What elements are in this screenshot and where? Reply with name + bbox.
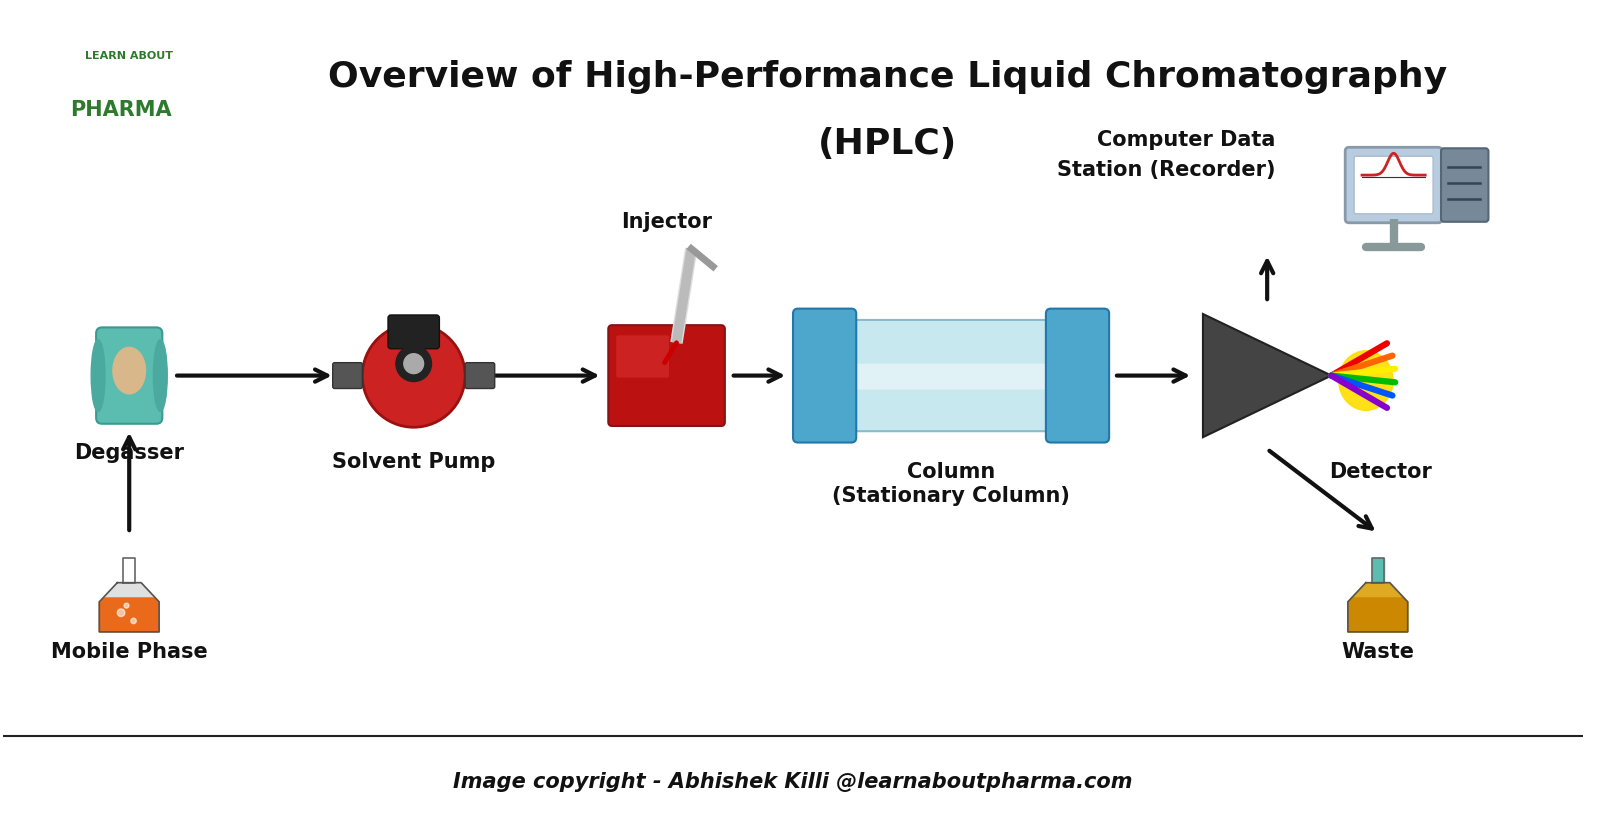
Circle shape	[131, 618, 136, 624]
Ellipse shape	[114, 348, 146, 394]
FancyBboxPatch shape	[821, 320, 1082, 431]
FancyBboxPatch shape	[389, 315, 440, 349]
FancyBboxPatch shape	[794, 309, 856, 443]
FancyBboxPatch shape	[466, 363, 494, 389]
Polygon shape	[123, 558, 134, 583]
FancyBboxPatch shape	[1442, 148, 1488, 222]
Ellipse shape	[1339, 351, 1394, 410]
Ellipse shape	[154, 339, 168, 411]
Text: Computer Data
Station (Recorder): Computer Data Station (Recorder)	[1056, 130, 1275, 180]
Circle shape	[362, 324, 466, 427]
Circle shape	[117, 609, 125, 616]
FancyBboxPatch shape	[830, 364, 1072, 389]
Text: Degasser: Degasser	[74, 443, 184, 463]
Circle shape	[125, 603, 130, 608]
Polygon shape	[1203, 314, 1331, 437]
FancyBboxPatch shape	[1046, 309, 1109, 443]
FancyBboxPatch shape	[616, 335, 669, 378]
Text: Column
(Stationary Column): Column (Stationary Column)	[832, 462, 1070, 505]
Text: PHARMA: PHARMA	[70, 100, 173, 120]
Ellipse shape	[91, 339, 106, 411]
Polygon shape	[1347, 598, 1408, 632]
FancyBboxPatch shape	[608, 325, 725, 426]
Text: Image copyright - Abhishek Killi @learnaboutpharma.com: Image copyright - Abhishek Killi @learna…	[453, 771, 1133, 791]
Text: Injector: Injector	[621, 212, 712, 232]
Text: LEARN ABOUT: LEARN ABOUT	[85, 51, 173, 61]
Text: Mobile Phase: Mobile Phase	[51, 642, 208, 662]
Text: (HPLC): (HPLC)	[818, 127, 957, 161]
FancyBboxPatch shape	[96, 328, 162, 424]
Circle shape	[403, 354, 424, 374]
Polygon shape	[1347, 583, 1408, 632]
FancyBboxPatch shape	[1354, 156, 1434, 214]
Text: Solvent Pump: Solvent Pump	[333, 452, 496, 472]
Text: Waste: Waste	[1341, 642, 1414, 662]
Polygon shape	[1371, 558, 1384, 583]
Text: Overview of High-Performance Liquid Chromatography: Overview of High-Performance Liquid Chro…	[328, 60, 1448, 94]
Text: Detector: Detector	[1330, 462, 1432, 482]
Circle shape	[395, 346, 432, 381]
FancyBboxPatch shape	[333, 363, 362, 389]
Polygon shape	[99, 598, 158, 632]
Polygon shape	[99, 583, 158, 632]
FancyBboxPatch shape	[1346, 148, 1442, 223]
